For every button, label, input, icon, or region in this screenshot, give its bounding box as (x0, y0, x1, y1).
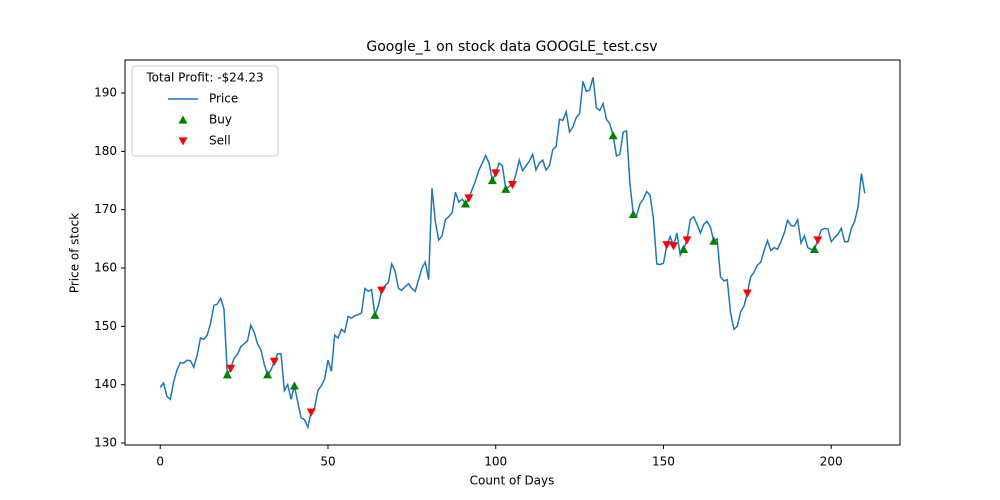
sell-marker (662, 241, 672, 250)
x-tick-label: 0 (156, 455, 164, 469)
sell-marker (306, 408, 316, 417)
buy-marker (222, 370, 232, 379)
buy-marker (289, 381, 299, 390)
y-tick-label: 130 (94, 436, 117, 450)
y-tick-label: 170 (94, 202, 117, 216)
sell-marker (682, 236, 692, 245)
legend-label: Buy (209, 113, 232, 127)
buy-marker (370, 310, 380, 319)
sell-marker (464, 194, 474, 203)
y-tick-label: 150 (94, 319, 117, 333)
buy-marker (501, 184, 511, 193)
sell-marker (269, 357, 279, 366)
sell-marker (669, 242, 679, 251)
buy-marker (628, 209, 638, 218)
legend-box (131, 65, 279, 157)
x-tick-label: 150 (652, 455, 675, 469)
sell-marker (377, 286, 387, 295)
x-axis-label: Count of Days (470, 474, 555, 488)
buy-marker (263, 370, 273, 379)
sell-marker (813, 236, 823, 245)
buy-marker (809, 244, 819, 253)
sell-marker (226, 364, 236, 373)
x-tick-label: 100 (484, 455, 507, 469)
buy-marker (679, 244, 689, 253)
legend-swatch (178, 115, 188, 124)
x-tick-label: 200 (820, 455, 843, 469)
plot-frame (124, 59, 901, 446)
y-axis-label: Price of stock (68, 213, 82, 293)
sell-marker (508, 181, 517, 190)
legend-label: Price (209, 92, 238, 106)
legend-title: Total Profit: -$24.23 (145, 71, 263, 85)
buy-marker (461, 199, 471, 208)
sell-marker (491, 169, 501, 178)
legend-label: Sell (209, 134, 231, 148)
y-tick-label: 160 (94, 261, 117, 275)
legend-swatch (178, 137, 188, 146)
y-tick-label: 180 (94, 144, 117, 158)
buy-marker (608, 131, 618, 140)
y-tick-label: 140 (94, 377, 117, 391)
y-tick-label: 190 (94, 86, 117, 100)
sell-marker (742, 289, 752, 298)
buy-marker (487, 176, 497, 185)
x-tick-label: 50 (320, 455, 335, 469)
buy-marker (709, 236, 719, 245)
chart-title: Google_1 on stock data GOOGLE_test.csv (366, 39, 657, 55)
